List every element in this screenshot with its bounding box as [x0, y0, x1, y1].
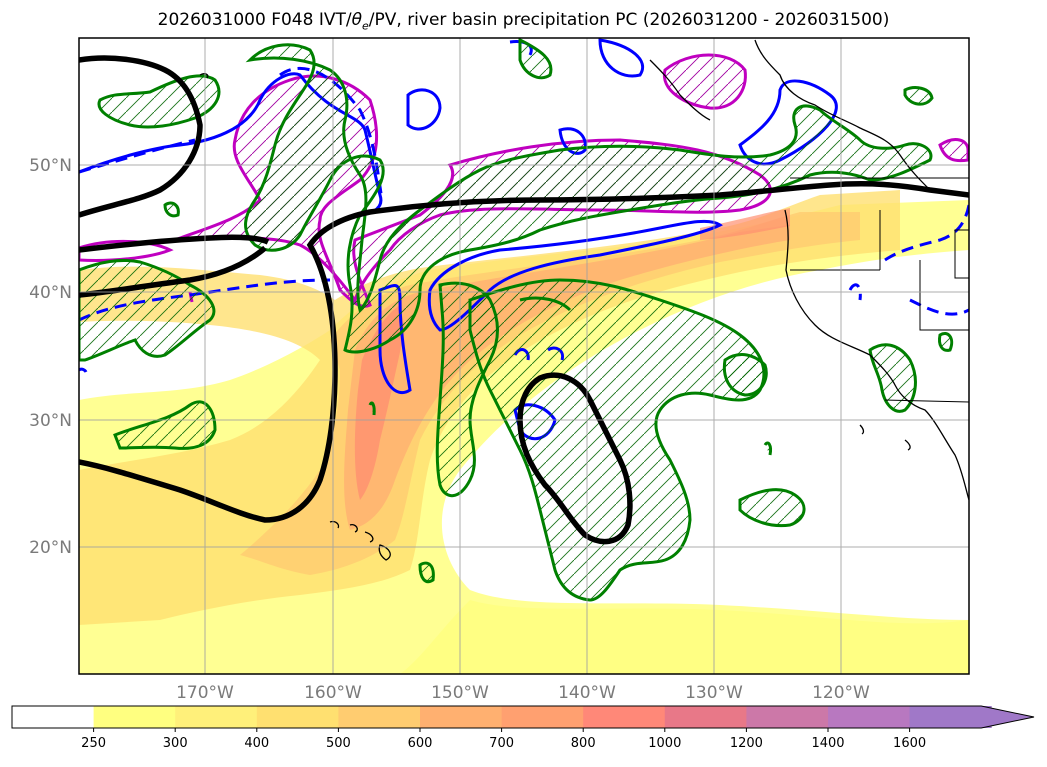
colorbar-segment — [93, 706, 176, 728]
lon-label-170w: 170°W — [176, 683, 234, 703]
height-contours — [79, 55, 969, 545]
lat-label-20: 20°N — [29, 538, 72, 558]
colorbar-tick-label: 1000 — [648, 736, 681, 751]
lon-label-160w: 160°W — [304, 683, 362, 703]
colorbar-tick-label: 500 — [326, 736, 351, 751]
colorbar-tick-label: 1200 — [730, 736, 763, 751]
colorbar: 250 300 400 500 600 700 800 1000 1200 1400 1600 — [11, 705, 1035, 751]
gridlines — [79, 38, 969, 674]
colorbar-tick-label: 400 — [244, 736, 269, 751]
title-theta-subscript: e — [362, 19, 369, 33]
coastlines — [199, 39, 969, 561]
colorbar-tick-label: 300 — [163, 736, 188, 751]
colorbar-segment — [338, 706, 421, 728]
colorbar-segment — [664, 706, 747, 728]
colorbar-tick-label: 700 — [489, 736, 514, 751]
colorbar-segment — [501, 706, 584, 728]
colorbar-tick-label: 1400 — [811, 736, 844, 751]
colorbar-tick-label: 1600 — [893, 736, 926, 751]
colorbar-tick-label: 600 — [408, 736, 433, 751]
colorbar-segment — [256, 706, 339, 728]
title-suffix: /PV, river basin precipitation PC (20260… — [368, 10, 890, 30]
colorbar-outline — [11, 705, 982, 729]
lon-label-140w: 140°W — [558, 683, 616, 703]
map-title: 2026031000 F048 IVT/θe/PV, river basin p… — [0, 10, 1047, 32]
colorbar-tick-label: 250 — [81, 736, 106, 751]
title-theta: θ — [351, 10, 362, 30]
colorbar-segment — [12, 706, 95, 728]
colorbar-segment — [828, 706, 911, 728]
map-layers — [79, 38, 969, 674]
colorbar-segment — [583, 706, 666, 728]
colorbar-segment — [420, 706, 503, 728]
lon-label-120w: 120°W — [812, 683, 870, 703]
lat-label-50: 50°N — [29, 156, 72, 176]
title-prefix: 2026031000 F048 IVT/ — [157, 10, 352, 30]
colorbar-extension-arrow — [909, 705, 1035, 729]
colorbar-segment — [175, 706, 258, 728]
lat-label-30: 30°N — [29, 411, 72, 431]
lon-label-150w: 150°W — [431, 683, 489, 703]
map-border — [78, 37, 970, 675]
lat-label-40: 40°N — [29, 283, 72, 303]
colorbar-tick-label: 800 — [571, 736, 596, 751]
colorbar-segment — [746, 706, 829, 728]
lon-label-130w: 130°W — [685, 683, 743, 703]
